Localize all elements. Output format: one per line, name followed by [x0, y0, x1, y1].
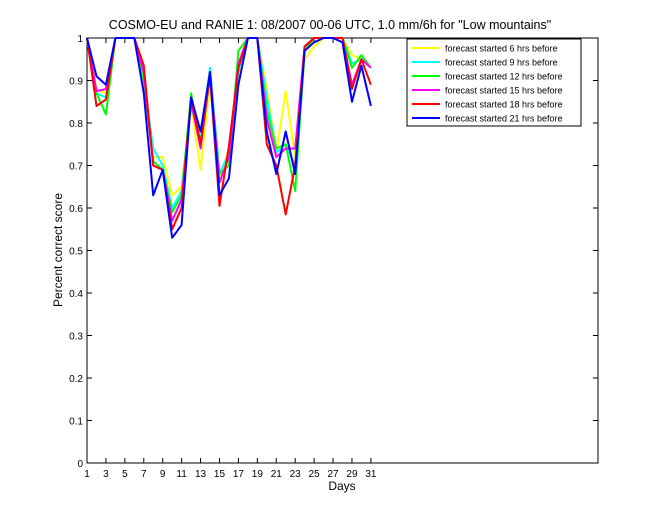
y-tick-label: 0.6	[69, 204, 83, 215]
legend-label-2: forecast started 12 hrs before	[445, 72, 563, 82]
x-axis: 1 3 5 7 9 11 13 15 17 19 21 23 25 27 29 31	[84, 38, 377, 480]
x-tick-label: 11	[176, 469, 187, 480]
x-tick-label: 15	[214, 469, 226, 480]
series-line-5	[86, 37, 372, 239]
x-axis-label: Days	[328, 479, 355, 493]
x-tick-label: 9	[160, 469, 166, 480]
x-tick-label: 1	[84, 469, 90, 480]
x-tick-label: 25	[309, 469, 321, 480]
legend-label-1: forecast started 9 hrs before	[445, 58, 558, 68]
series-lines	[86, 37, 372, 239]
legend-box	[406, 38, 582, 127]
y-tick-label: 0.9	[69, 77, 83, 88]
legend-label-5: forecast started 21 hrs before	[445, 114, 563, 124]
y-axis: 0 0.1 0.2 0.3 0.4 0.5 0.6 0.7 0.8 0.9 1	[69, 34, 598, 470]
x-tick-label: 19	[252, 469, 264, 480]
x-tick-label: 13	[195, 469, 207, 480]
y-tick-label: 1	[77, 34, 83, 45]
x-tick-label: 7	[141, 469, 147, 480]
x-tick-label: 27	[327, 469, 339, 480]
y-tick-label: 0.8	[69, 119, 83, 130]
x-tick-label: 31	[365, 469, 377, 480]
y-tick-label: 0.2	[69, 374, 83, 385]
legend: forecast started 6 hrs before forecast st…	[406, 38, 582, 127]
legend-label-4: forecast started 18 hrs before	[445, 100, 563, 110]
x-tick-label: 5	[122, 469, 128, 480]
legend-label-0: forecast started 6 hrs before	[445, 44, 558, 54]
x-tick-label: 21	[271, 469, 283, 480]
y-axis-label: Percent correct score	[51, 193, 65, 307]
y-tick-label: 0.5	[69, 247, 83, 258]
y-tick-label: 0.4	[69, 289, 83, 300]
y-tick-label: 0.1	[69, 417, 83, 428]
y-tick-label: 0.7	[69, 162, 83, 173]
legend-label-3: forecast started 15 hrs before	[445, 86, 563, 96]
x-tick-label: 29	[346, 469, 358, 480]
y-tick-label: 0	[77, 459, 83, 470]
chart-title: COSMO-EU and RANIE 1: 08/2007 00-06 UTC,…	[109, 18, 551, 32]
x-tick-label: 17	[233, 469, 245, 480]
x-tick-label: 23	[290, 469, 302, 480]
x-tick-label: 3	[103, 469, 109, 480]
y-tick-label: 0.3	[69, 332, 83, 343]
